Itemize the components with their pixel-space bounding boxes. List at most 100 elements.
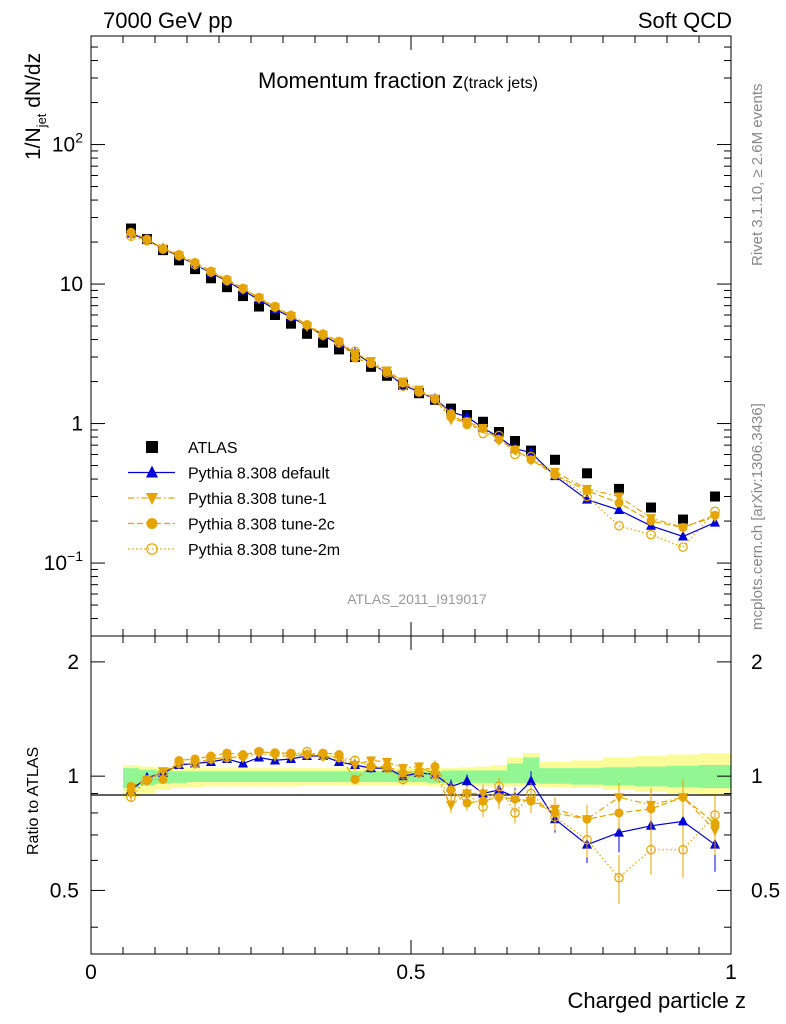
data-point (174, 250, 184, 261)
data-point (526, 446, 536, 457)
data-point (646, 502, 656, 513)
x-tick-label: 1 (725, 961, 737, 984)
ratio-series-pythia-8-308-tune-2m (126, 746, 720, 905)
stat-band (203, 771, 220, 783)
data-point (646, 516, 656, 526)
ratio-y-label: Ratio to ATLAS (25, 747, 42, 855)
data-point (302, 320, 312, 330)
data-point (510, 449, 520, 460)
stat-band (283, 771, 300, 783)
ratio-point (270, 748, 280, 758)
data-point (550, 454, 560, 465)
stat-band (667, 765, 700, 788)
data-point (126, 231, 136, 242)
stat-band (187, 771, 204, 783)
data-point (478, 416, 488, 427)
ratio-point (526, 775, 536, 786)
main-frame (90, 35, 732, 637)
ratio-point (510, 794, 520, 804)
data-point (270, 301, 280, 312)
ratio-line (130, 752, 716, 831)
x-tick-label: 0 (85, 961, 97, 984)
stat-band (635, 766, 668, 787)
stat-band (603, 767, 636, 786)
data-point (526, 451, 536, 462)
stat-band (523, 757, 540, 783)
ratio-point (446, 800, 456, 811)
stat-band (379, 771, 396, 783)
ratio-point (366, 756, 376, 767)
ratio-point (254, 746, 264, 757)
data-point (646, 529, 656, 540)
ratio-point (614, 872, 624, 883)
ratio-point (350, 774, 360, 784)
ratio-point (286, 749, 296, 760)
stat-band (171, 771, 188, 783)
legend-marker (146, 543, 158, 555)
ratio-y-tick-label: 2 (67, 651, 79, 674)
data-point (302, 320, 312, 330)
ratio-point (510, 808, 520, 818)
ratio-point (526, 788, 536, 799)
main-axes: 10−1 1 10 102 (44, 35, 732, 637)
data-point (350, 346, 360, 357)
analysis-watermark: ATLAS_2011_I919017 (347, 591, 487, 607)
data-point (710, 506, 720, 517)
ratio-point (350, 755, 360, 766)
legend-label: Pythia 8.308 tune-1 (188, 491, 327, 508)
ratio-point (142, 775, 152, 786)
stat-band (539, 768, 572, 784)
data-point (254, 293, 264, 303)
ratio-point (414, 768, 424, 778)
data-point (254, 301, 264, 312)
ratio-point (494, 781, 504, 792)
ratio-point (646, 804, 656, 814)
ratio-point (382, 763, 392, 773)
data-point (286, 311, 296, 321)
main-panel: ATLAS Pythia 8.308 default Pythia 8.308 tu… (44, 35, 732, 637)
ratio-point (678, 815, 688, 826)
data-point (510, 445, 520, 455)
ratio-point (158, 768, 168, 778)
y-tick-label: 10−1 (44, 548, 84, 575)
data-point (526, 455, 536, 465)
data-point (462, 420, 472, 430)
legend-marker (146, 465, 158, 478)
series-line (130, 235, 716, 548)
data-point (238, 291, 248, 302)
data-point (142, 235, 152, 246)
ratio-y-tick-label-right: 0.5 (751, 879, 780, 902)
ratio-markers (126, 746, 720, 905)
data-point (430, 394, 440, 404)
data-point (398, 381, 408, 392)
data-point (678, 542, 688, 552)
ratio-point (582, 814, 592, 824)
data-point (582, 491, 592, 502)
data-point (190, 257, 200, 267)
data-point (710, 491, 720, 502)
data-point (582, 493, 592, 504)
stat-band (699, 764, 732, 789)
legend-label: Pythia 8.308 tune-2c (188, 517, 335, 534)
series-line (130, 234, 716, 529)
ratio-point (190, 758, 200, 769)
ratio-point (206, 754, 216, 764)
legend-entry: Pythia 8.308 default (128, 465, 330, 483)
ratio-point (446, 792, 456, 803)
ratio-point (238, 751, 248, 761)
stat-band (491, 770, 508, 783)
plot-title-symbol: z (452, 68, 463, 93)
stat-band (251, 771, 268, 783)
ratio-point (646, 844, 656, 855)
ratio-point (550, 812, 560, 822)
main-markers (126, 223, 720, 552)
data-point (414, 386, 424, 396)
data-point (614, 492, 624, 503)
ratio-point (678, 844, 688, 855)
data-point (158, 243, 168, 253)
ratio-panel: 0.5 0.5 1 1 2 2 0 0.5 1 (50, 635, 780, 984)
y-tick-label: 102 (52, 130, 83, 157)
y-tick-label: 10 (60, 273, 83, 296)
data-point (254, 292, 264, 303)
